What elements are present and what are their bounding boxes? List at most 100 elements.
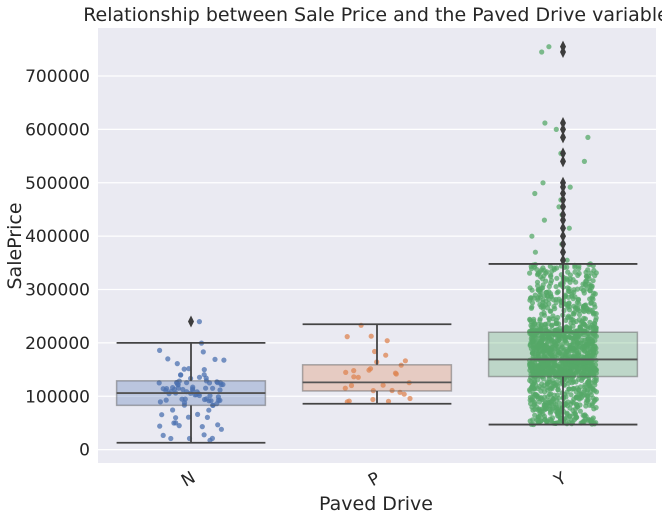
strip-point [539,381,544,386]
strip-point [542,218,547,223]
y-tick-label: 0 [79,441,90,461]
strip-point [555,384,560,389]
strip-point [575,300,580,305]
strip-point [165,356,170,361]
y-tick-labels: 0 100000 200000 300000 400000 500000 600000 700… [25,67,90,461]
strip-point [219,427,224,432]
x-axis-label: Paved Drive [319,493,433,515]
strip-point [555,315,560,320]
strip-point [563,318,568,323]
strip-point [542,120,547,125]
strip-point [570,324,575,329]
strip-point [539,49,544,54]
strip-point [585,135,590,140]
x-tick-labels: NPY [178,468,571,492]
strip-point [202,372,207,377]
strip-point [574,402,579,407]
box-iqr [303,365,452,391]
strip-point [345,334,350,339]
strip-point [529,234,534,239]
strip-point [571,290,576,295]
chart-title: Relationship between Sale Price and the … [83,4,662,26]
strip-point [546,44,551,49]
strip-point [584,286,589,291]
strip-point [539,267,544,272]
strip-point [589,271,594,276]
strip-point [202,367,207,372]
strip-point [161,433,166,438]
y-tick-label: 300000 [25,281,90,301]
y-axis-label: SalePrice [4,202,26,289]
strip-point [567,307,572,312]
strip-point [544,293,549,298]
strip-point [535,394,540,399]
strip-point [570,317,575,322]
strip-point [540,180,545,185]
strip-point [581,413,586,418]
strip-point [556,289,561,294]
strip-point [540,276,545,281]
strip-point [586,418,591,423]
strip-point [571,296,576,301]
strip-point [530,288,535,293]
strip-point [171,420,176,425]
strip-point [403,358,408,363]
strip-point [550,386,555,391]
strip-point [577,312,582,317]
x-tick-label: P [365,468,384,490]
strip-point [589,300,594,305]
strip-point [582,159,587,164]
strip-point [577,397,582,402]
strip-point [532,413,537,418]
strip-point [369,334,374,339]
strip-point [591,278,596,283]
strip-point [550,415,555,420]
strip-point [201,349,206,354]
strip-point [157,348,162,353]
strip-point [554,300,559,305]
strip-point [564,324,569,329]
strip-point [554,276,559,281]
strip-point [589,283,594,288]
strip-point [529,384,534,389]
strip-point [197,319,202,324]
strip-point [548,274,553,279]
strip-point [583,316,588,321]
strip-point [547,407,552,412]
y-tick-label: 500000 [25,174,90,194]
x-tick-label: N [178,468,199,492]
strip-point [178,372,183,377]
strip-point [575,306,580,311]
strip-point [565,285,570,290]
strip-point [572,265,577,270]
strip-point [585,398,590,403]
strip-point [567,226,572,231]
strip-point [195,412,200,417]
strip-point [576,387,581,392]
strip-point [168,436,173,441]
strip-point [200,424,205,429]
strip-point [541,282,546,287]
strip-point [383,353,388,358]
strip-point [591,415,596,420]
strip-point [535,280,540,285]
strip-point [552,267,557,272]
strip-point [540,412,545,417]
strip-point [570,399,575,404]
strip-point [529,397,534,402]
strip-point [536,287,541,292]
strip-point [564,412,569,417]
strip-point [550,323,555,328]
strip-point [572,270,577,275]
strip-point [529,306,534,311]
strip-point [568,276,573,281]
strip-point [407,396,412,401]
strip-point [592,397,597,402]
box-iqr [489,332,638,376]
strip-point [592,380,597,385]
strip-point [592,304,597,309]
strip-point [539,326,544,331]
strip-point [554,320,559,325]
strip-point [540,298,545,303]
strip-point [177,423,182,428]
